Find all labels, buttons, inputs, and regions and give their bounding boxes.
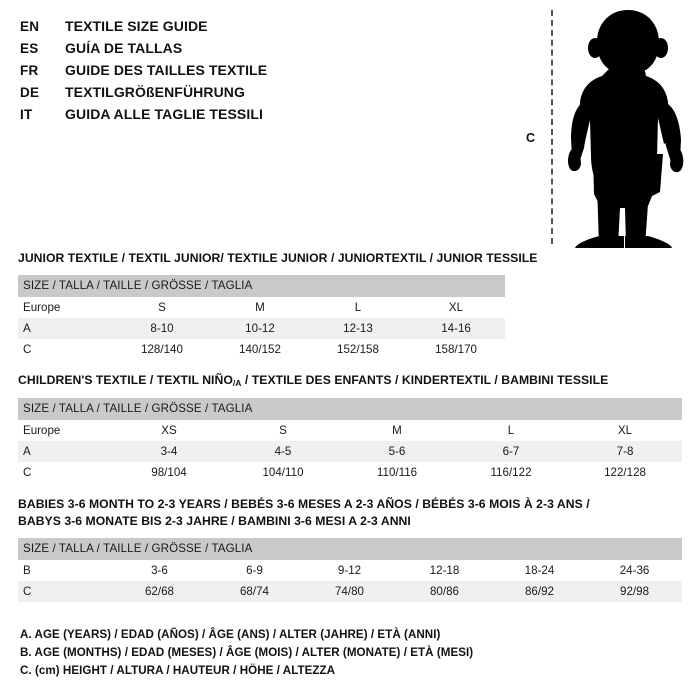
junior-header-size-l: L	[309, 297, 407, 318]
section-junior-textile: JUNIOR TEXTILE / TEXTIL JUNIOR/ TEXTILE …	[18, 250, 537, 360]
section-title-children: CHILDREN'S TEXTILE / TEXTIL NIÑO/A / TEX…	[18, 372, 682, 390]
language-row-es: ES GUÍA DE TALLAS	[20, 40, 500, 62]
junior-header-size-xl: XL	[407, 297, 506, 318]
junior-row-a-l: 12-13	[309, 318, 407, 339]
table-row: A 3-4 4-5 5-6 6-7 7-8	[18, 441, 683, 462]
table-header-row: Europe XS S M L XL	[18, 420, 683, 441]
babies-band-label: SIZE / TALLA / TAILLE / GRÖSSE / TAGLIA	[18, 538, 683, 560]
children-row-a-label: A	[18, 441, 112, 462]
children-header-size-xl: XL	[568, 420, 683, 441]
children-row-c-l: 116/122	[454, 462, 568, 483]
table-row: B 3-6 6-9 9-12 12-18 18-24 24-36	[18, 560, 683, 581]
babies-row-c-v6: 92/98	[587, 581, 683, 602]
table-row: C 62/68 68/74 74/80 80/86 86/92 92/98	[18, 581, 683, 602]
children-title-sub: /A	[232, 378, 242, 388]
language-title-block: EN TEXTILE SIZE GUIDE ES GUÍA DE TALLAS …	[20, 18, 500, 128]
section-children-textile: CHILDREN'S TEXTILE / TEXTIL NIÑO/A / TEX…	[18, 372, 683, 483]
junior-row-c-label: C	[18, 339, 113, 360]
language-title-fr: GUIDE DES TAILLES TEXTILE	[65, 62, 268, 78]
children-title-pre: CHILDREN'S TEXTILE / TEXTIL NIÑO	[18, 373, 233, 387]
language-row-fr: FR GUIDE DES TAILLES TEXTILE	[20, 62, 500, 84]
junior-row-a-label: A	[18, 318, 113, 339]
table-band-row: SIZE / TALLA / TAILLE / GRÖSSE / TAGLIA	[18, 538, 683, 560]
children-row-c-s: 104/110	[226, 462, 340, 483]
legend-line-b: B. AGE (MONTHS) / EDAD (MESES) / ÂGE (MO…	[20, 646, 474, 659]
language-title-es: GUÍA DE TALLAS	[65, 40, 183, 56]
language-code-es: ES	[20, 41, 39, 56]
babies-row-c-v3: 74/80	[302, 581, 397, 602]
table-band-row: SIZE / TALLA / TAILLE / GRÖSSE / TAGLIA	[18, 275, 506, 297]
table-row: A 8-10 10-12 12-13 14-16	[18, 318, 506, 339]
children-header-size-l: L	[454, 420, 568, 441]
babies-row-c-v4: 80/86	[397, 581, 492, 602]
babies-row-b-v2: 6-9	[207, 560, 302, 581]
junior-row-a-xl: 14-16	[407, 318, 506, 339]
children-row-c-xs: 98/104	[112, 462, 226, 483]
language-code-fr: FR	[20, 63, 39, 78]
junior-header-region: Europe	[18, 297, 113, 318]
section-title-babies-line1: BABIES 3-6 MONTH TO 2-3 YEARS / BEBÉS 3-…	[18, 497, 590, 511]
section-babies-textile: BABIES 3-6 MONTH TO 2-3 YEARS / BEBÉS 3-…	[18, 496, 683, 602]
babies-row-c-v1: 62/68	[112, 581, 207, 602]
children-row-a-m: 5-6	[340, 441, 454, 462]
children-row-a-xs: 3-4	[112, 441, 226, 462]
children-header-region: Europe	[18, 420, 112, 441]
babies-row-b-v5: 18-24	[492, 560, 587, 581]
table-header-row: Europe S M L XL	[18, 297, 506, 318]
language-title-de: TEXTILGRÖßENFÜHRUNG	[65, 84, 246, 100]
language-title-it: GUIDA ALLE TAGLIE TESSILI	[65, 106, 263, 122]
section-title-junior: JUNIOR TEXTILE / TEXTIL JUNIOR/ TEXTILE …	[18, 251, 538, 265]
children-title-post: / TEXTILE DES ENFANTS / KINDERTEXTIL / B…	[241, 373, 609, 387]
table-band-row: SIZE / TALLA / TAILLE / GRÖSSE / TAGLIA	[18, 398, 683, 420]
language-row-de: DE TEXTILGRÖßENFÜHRUNG	[20, 84, 500, 106]
babies-row-c-v2: 68/74	[207, 581, 302, 602]
children-row-c-m: 110/116	[340, 462, 454, 483]
table-row: C 128/140 140/152 152/158 158/170	[18, 339, 506, 360]
language-row-it: IT GUIDA ALLE TAGLIE TESSILI	[20, 106, 500, 128]
legend-line-c: C. (cm) HEIGHT / ALTURA / HAUTEUR / HÖHE…	[20, 664, 336, 677]
children-row-a-s: 4-5	[226, 441, 340, 462]
height-measurement-figure: C	[510, 0, 700, 255]
children-row-c-xl: 122/128	[568, 462, 683, 483]
babies-row-c-v5: 86/92	[492, 581, 587, 602]
junior-header-size-s: S	[113, 297, 211, 318]
babies-row-b-v3: 9-12	[302, 560, 397, 581]
junior-row-c-l: 152/158	[309, 339, 407, 360]
language-code-de: DE	[20, 85, 40, 100]
language-code-en: EN	[20, 19, 40, 34]
babies-row-b-v1: 3-6	[112, 560, 207, 581]
height-dashed-line	[551, 10, 553, 244]
junior-row-c-m: 140/152	[211, 339, 309, 360]
children-header-size-xs: XS	[112, 420, 226, 441]
babies-row-b-v4: 12-18	[397, 560, 492, 581]
junior-size-table: SIZE / TALLA / TAILLE / GRÖSSE / TAGLIA …	[18, 275, 506, 360]
language-code-it: IT	[20, 107, 33, 122]
junior-band-label: SIZE / TALLA / TAILLE / GRÖSSE / TAGLIA	[18, 275, 506, 297]
junior-row-a-s: 8-10	[113, 318, 211, 339]
table-row: C 98/104 104/110 110/116 116/122 122/128	[18, 462, 683, 483]
babies-row-c-label: C	[18, 581, 112, 602]
children-band-label: SIZE / TALLA / TAILLE / GRÖSSE / TAGLIA	[18, 398, 683, 420]
children-size-table: SIZE / TALLA / TAILLE / GRÖSSE / TAGLIA …	[18, 398, 683, 483]
children-row-a-l: 6-7	[454, 441, 568, 462]
section-title-babies-line2: BABYS 3-6 MONATE BIS 2-3 JAHRE / BAMBINI…	[18, 514, 411, 528]
children-header-size-s: S	[226, 420, 340, 441]
junior-row-c-s: 128/140	[113, 339, 211, 360]
babies-size-table: SIZE / TALLA / TAILLE / GRÖSSE / TAGLIA …	[18, 538, 683, 602]
language-row-en: EN TEXTILE SIZE GUIDE	[20, 18, 500, 40]
babies-row-b-label: B	[18, 560, 112, 581]
legend-line-a: A. AGE (YEARS) / EDAD (AÑOS) / ÂGE (ANS)…	[20, 628, 441, 641]
children-row-c-label: C	[18, 462, 112, 483]
measurement-legend: A. AGE (YEARS) / EDAD (AÑOS) / ÂGE (ANS)…	[20, 626, 620, 680]
junior-header-size-m: M	[211, 297, 309, 318]
babies-row-b-v6: 24-36	[587, 560, 683, 581]
height-measure-label: C	[526, 131, 536, 145]
children-header-size-m: M	[340, 420, 454, 441]
language-title-en: TEXTILE SIZE GUIDE	[65, 18, 208, 34]
toddler-silhouette-icon	[568, 10, 684, 248]
children-row-a-xl: 7-8	[568, 441, 683, 462]
junior-row-c-xl: 158/170	[407, 339, 506, 360]
junior-row-a-m: 10-12	[211, 318, 309, 339]
